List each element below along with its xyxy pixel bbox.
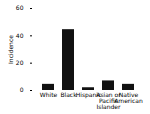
html-text:Asian or: Asian or: [96, 90, 121, 98]
svg-text:0: 0: [20, 86, 24, 93]
svg-text:Hispanic: Hispanic: [75, 90, 102, 98]
svg-text:20: 20: [16, 59, 24, 66]
svg-text:Incidence: Incidence: [7, 35, 14, 64]
svg-text:40: 40: [16, 32, 24, 39]
svg-text:60: 60: [16, 4, 24, 11]
svg-text:Black: Black: [60, 91, 77, 98]
svg-text:NativeAmerican: NativeAmerican: [114, 91, 143, 104]
svg-text:White: White: [40, 91, 58, 98]
html-text:Pacific: Pacific: [99, 96, 118, 104]
html-text:Islander: Islander: [96, 102, 121, 110]
